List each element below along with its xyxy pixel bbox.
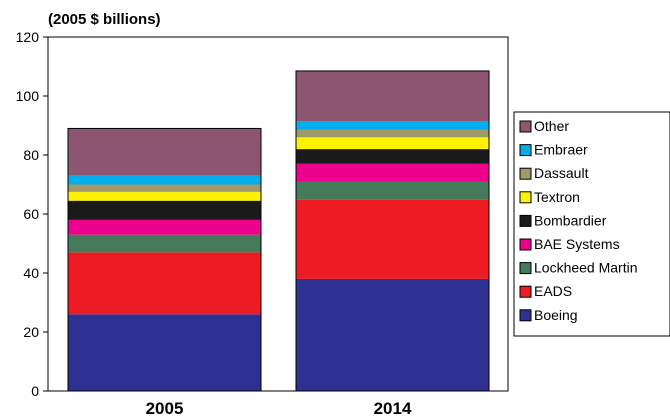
bar-segment [68, 200, 261, 220]
bar-outline [67, 127, 262, 392]
bar-segment [68, 128, 261, 176]
bar-segment [296, 163, 489, 182]
bar-segment [68, 184, 261, 192]
bar-segment [68, 314, 261, 391]
x-tick-label: 2005 [146, 399, 184, 418]
legend-swatch [519, 167, 532, 180]
bar-segment [68, 234, 261, 253]
legend-label: EADS [534, 283, 572, 299]
legend-swatch [519, 309, 532, 322]
legend-label: Dassault [534, 165, 589, 181]
bar-segment [296, 149, 489, 164]
legend-label: Textron [534, 189, 580, 205]
legend-swatch [519, 214, 532, 227]
bar-outline [295, 70, 490, 392]
legend-swatch [519, 285, 532, 298]
bar-segment [296, 137, 489, 150]
legend-swatch [519, 144, 532, 157]
y-tick-label: 100 [16, 88, 40, 104]
bar-segment [296, 70, 489, 122]
bar-segment [296, 121, 489, 130]
legend-label: Lockheed Martin [534, 260, 638, 276]
legend-label: Other [534, 118, 569, 134]
bar-segment [296, 199, 489, 279]
bar-segment [68, 175, 261, 185]
legend: Other Embraer Dassault Textron Bombardier BAE… [513, 111, 670, 337]
unit-label: (2005 $ billions) [48, 11, 161, 28]
bar-segment [68, 219, 261, 235]
legend-swatch [519, 191, 532, 204]
y-tick-label: 0 [31, 383, 39, 399]
x-tick-label: 2014 [374, 399, 412, 418]
bar-segment [296, 181, 489, 200]
plot-area: 0 20 40 60 80 100 120 2005 2014 [16, 29, 509, 418]
legend-label: Embraer [534, 142, 588, 158]
y-tick-label: 20 [23, 324, 39, 340]
legend-label: Boeing [534, 307, 578, 323]
legend-swatch [519, 238, 532, 251]
legend-swatch [519, 262, 532, 275]
bar-segment [68, 191, 261, 201]
y-tick-label: 40 [23, 265, 39, 281]
y-tick-label: 120 [16, 29, 40, 45]
bar-segment [68, 252, 261, 315]
legend-box [513, 111, 670, 337]
legend-label: BAE Systems [534, 236, 620, 252]
y-tick-label: 80 [23, 147, 39, 163]
legend-swatch [519, 120, 532, 133]
bar-segment [296, 278, 489, 391]
legend-label: Bombardier [534, 212, 607, 228]
y-tick-label: 60 [23, 206, 39, 222]
bar-segment [296, 129, 489, 138]
